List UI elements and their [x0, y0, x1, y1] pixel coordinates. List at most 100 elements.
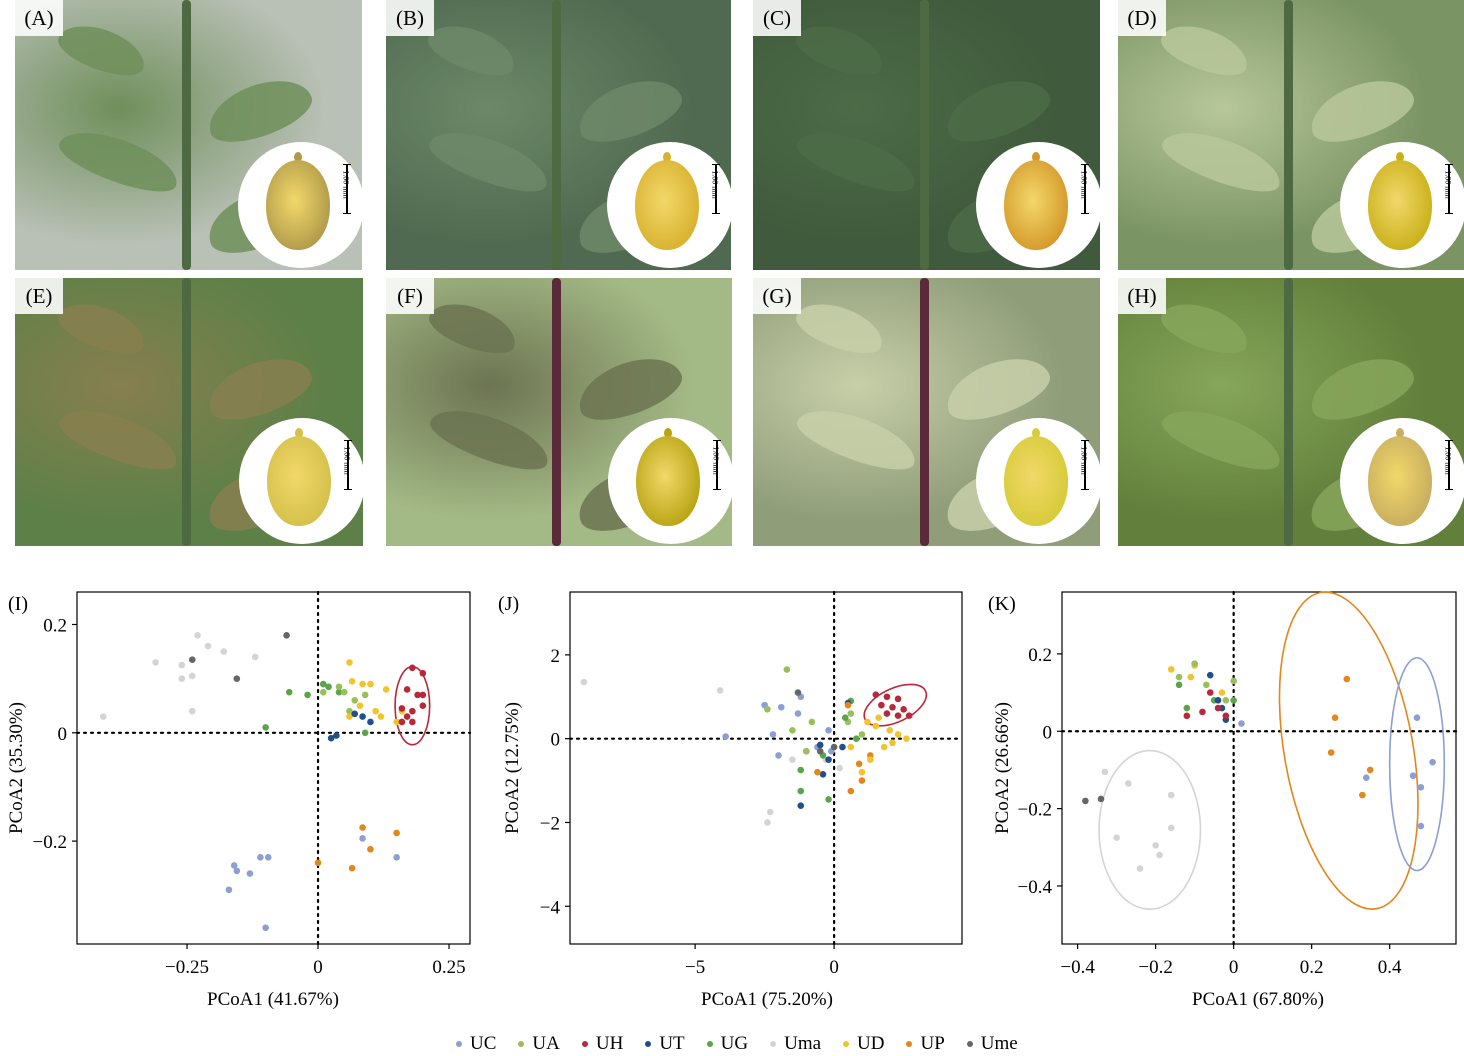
data-point [847, 710, 855, 717]
plant-stem [920, 278, 929, 546]
data-point [880, 743, 888, 751]
data-point [825, 756, 832, 763]
data-point [1343, 675, 1351, 683]
data-point [839, 743, 846, 751]
photo-panel: 1.00 mm (H) [1118, 278, 1464, 546]
data-point [414, 691, 421, 699]
legend-label: Ume [980, 1033, 1018, 1054]
y-tick-label: 0.2 [1028, 645, 1052, 666]
legend-item: UD [843, 1033, 884, 1055]
photo-panel: 1.00 mm (B) [386, 0, 731, 270]
data-point [359, 824, 366, 831]
data-point [836, 764, 843, 772]
legend-marker [706, 1041, 713, 1047]
data-point [356, 702, 364, 710]
data-point [348, 864, 356, 872]
scale-bar [713, 440, 721, 490]
data-point [872, 691, 880, 698]
plant-stem [552, 0, 561, 270]
photo-panel: 1.00 mm (E) [15, 278, 363, 546]
pcoa-chart-k: −0.4 −0.2 0 0.2 0.4 −0.4 −0.2 0 0.2 PCoA1 (67.80%… [988, 590, 1458, 1010]
data-point [841, 714, 849, 722]
data-point [808, 718, 816, 726]
data-point [246, 870, 254, 877]
data-point [403, 686, 411, 693]
legend-label: UG [720, 1033, 749, 1054]
data-point [262, 924, 269, 932]
data-point [1214, 704, 1222, 712]
y-tick-label: −0.4 [1018, 877, 1053, 898]
data-point [825, 796, 832, 803]
legend: UC UA UH UT UG Uma UD UP Ume [456, 1032, 1018, 1056]
photo-panel: 1.00 mm (G) [753, 278, 1100, 546]
data-point [903, 735, 910, 742]
data-point [1206, 671, 1214, 679]
legend-marker [843, 1041, 850, 1047]
data-point [847, 743, 855, 751]
data-point [319, 680, 327, 688]
legend-item: Ume [966, 1033, 1018, 1055]
data-point [1175, 681, 1183, 689]
data-point [1167, 791, 1175, 799]
photo-panel: 1.00 mm (F) [386, 278, 732, 546]
data-point [367, 718, 374, 726]
data-point [775, 752, 782, 759]
legend-label: UH [595, 1033, 624, 1054]
data-point [1327, 749, 1335, 756]
data-point [398, 718, 406, 726]
scale-bar [1445, 440, 1453, 490]
data-point [188, 672, 196, 680]
data-point [351, 710, 359, 718]
legend-marker [581, 1041, 588, 1047]
data-point [233, 867, 241, 875]
data-point [764, 819, 771, 826]
seed-inset: 1.00 mm [1340, 142, 1464, 268]
data-point [419, 702, 427, 710]
data-point [225, 886, 233, 894]
data-point [327, 734, 335, 742]
data-point [1187, 673, 1195, 681]
data-point [816, 747, 824, 755]
data-point [889, 703, 896, 711]
data-point [794, 710, 802, 717]
data-point [333, 732, 340, 739]
seed-image [266, 160, 330, 250]
seed-inset: 1.00 mm [238, 142, 362, 268]
x-tick-label: 0 [1229, 957, 1239, 978]
pcoa-chart-i: −0.25 0 0.25 −0.2 0 0.2 PCoA1 (41.67%) PCoA2 (3… [6, 590, 472, 1010]
panel-label: (E) [15, 278, 63, 314]
x-tick-label: 0.25 [432, 957, 465, 978]
photo-panel: 1.00 mm (C) [753, 0, 1100, 270]
legend-marker [456, 1041, 462, 1047]
data-point [346, 707, 353, 715]
data-point [178, 675, 186, 682]
data-point [825, 726, 832, 734]
plot-frame [569, 591, 963, 945]
data-point [864, 718, 871, 726]
seed-image [635, 160, 699, 250]
legend-label: UA [532, 1033, 560, 1054]
confidence-ellipse [1278, 591, 1419, 910]
y-tick-label: −4 [540, 897, 561, 918]
data-point [99, 713, 107, 720]
data-point [844, 701, 852, 709]
data-point [858, 768, 866, 776]
seed-image [267, 436, 331, 526]
panel-label: (K) [988, 593, 1016, 615]
seed-tip [1032, 428, 1040, 438]
data-point [858, 731, 866, 738]
data-point [847, 787, 855, 795]
data-point [319, 688, 327, 696]
data-point [393, 829, 400, 837]
seed-inset: 1.00 mm [607, 142, 731, 268]
data-point [257, 854, 264, 861]
data-point [894, 712, 902, 719]
data-point [1167, 666, 1175, 673]
x-axis-label: PCoA1 (67.80%) [1192, 989, 1324, 1010]
panel-label: (A) [15, 0, 63, 36]
legend-item: UC [456, 1033, 496, 1055]
panel-label: (J) [498, 593, 519, 615]
scale-bar [1081, 440, 1089, 490]
data-point [1222, 712, 1230, 720]
data-point [393, 718, 400, 726]
